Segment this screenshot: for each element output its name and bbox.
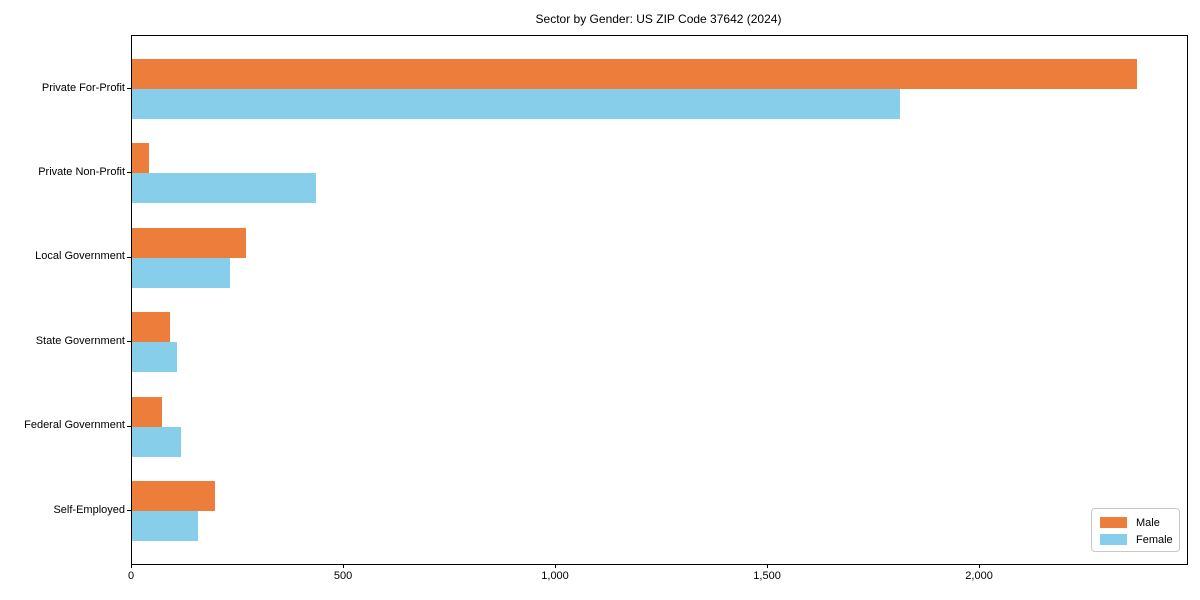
legend: Male Female <box>1091 508 1180 552</box>
x-tick-label: 0 <box>127 570 135 582</box>
y-axis-label: Private Non-Profit <box>38 165 125 178</box>
bar-male-2 <box>132 227 247 258</box>
y-tick <box>127 425 131 427</box>
x-tick <box>555 564 557 568</box>
y-tick <box>127 172 131 174</box>
y-axis-label: Federal Government <box>24 419 125 432</box>
x-tick-label: 1,000 <box>541 570 569 582</box>
y-tick <box>127 510 131 511</box>
bar-male-1 <box>132 143 149 174</box>
y-tick <box>127 256 131 258</box>
y-axis-label: State Government <box>35 334 125 347</box>
x-tick <box>343 564 345 568</box>
x-tick <box>979 564 981 568</box>
y-axis-label: Local Government <box>35 250 125 263</box>
bar-male-5 <box>132 481 215 511</box>
x-tick <box>767 564 769 568</box>
bar-female-3 <box>132 342 177 373</box>
legend-entry-male: Male <box>1100 514 1179 531</box>
y-tick <box>127 88 131 89</box>
bar-male-3 <box>132 312 171 343</box>
bar-female-1 <box>132 173 317 204</box>
y-axis-label: Self-Employed <box>53 503 125 516</box>
y-axis-label: Private For-Profit <box>41 81 125 94</box>
bar-female-0 <box>132 89 900 119</box>
legend-entry-female: Female <box>1100 531 1179 548</box>
x-tick <box>131 564 132 568</box>
bar-female-2 <box>132 257 230 288</box>
bar-female-5 <box>132 511 198 541</box>
y-tick <box>127 341 131 343</box>
x-tick-label: 1,500 <box>753 570 781 582</box>
x-tick-label: 500 <box>333 570 353 582</box>
bar-male-0 <box>132 59 1137 89</box>
bar-female-4 <box>132 426 181 457</box>
legend-label-male: Male <box>1136 516 1160 529</box>
legend-label-female: Female <box>1136 533 1173 546</box>
chart-title: Sector by Gender: US ZIP Code 37642 (202… <box>535 12 782 26</box>
plot-area <box>131 35 1188 565</box>
x-tick-label: 2,000 <box>965 570 993 582</box>
bar-male-4 <box>132 396 162 427</box>
male-color-swatch <box>1100 517 1127 528</box>
female-color-swatch <box>1100 534 1127 545</box>
